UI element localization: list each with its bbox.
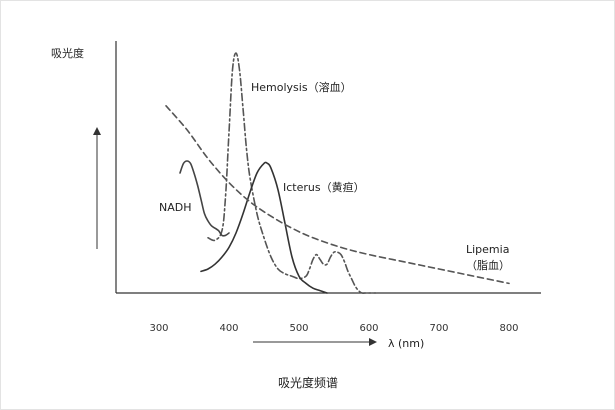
x-tick-label: 300: [149, 323, 168, 334]
series-labels-layer: Hemolysis（溶血） NADH Icterus（黄疸） Lipemia （脂血）: [159, 80, 510, 272]
nadh-curve: [179, 160, 230, 237]
icterus-label: Icterus（黄疸）: [283, 180, 365, 194]
y-axis-title: 吸光度: [51, 46, 84, 60]
x-axis-ticks: 300 400 500 600 700 800: [149, 323, 518, 334]
lipemia-label: Lipemia （脂血）: [466, 243, 510, 272]
x-tick-label: 400: [219, 323, 238, 334]
figure-caption: 吸光度频谱: [278, 375, 338, 390]
nadh-label: NADH: [159, 201, 192, 214]
x-tick-label: 800: [499, 323, 518, 334]
x-tick-label: 700: [429, 323, 448, 334]
chart-axes: [93, 41, 541, 346]
y-axis-arrow-head: [93, 127, 101, 135]
x-axis-title: λ (nm): [388, 337, 424, 350]
icterus-curve: [200, 161, 328, 294]
hemolysis-curve: [207, 52, 377, 294]
x-axis-arrow-head: [369, 338, 377, 346]
x-tick-label: 500: [289, 323, 308, 334]
x-tick-label: 600: [359, 323, 378, 334]
series-layer: [165, 52, 510, 294]
hemolysis-label: Hemolysis（溶血）: [251, 80, 352, 94]
lipemia-curve: [165, 105, 510, 285]
